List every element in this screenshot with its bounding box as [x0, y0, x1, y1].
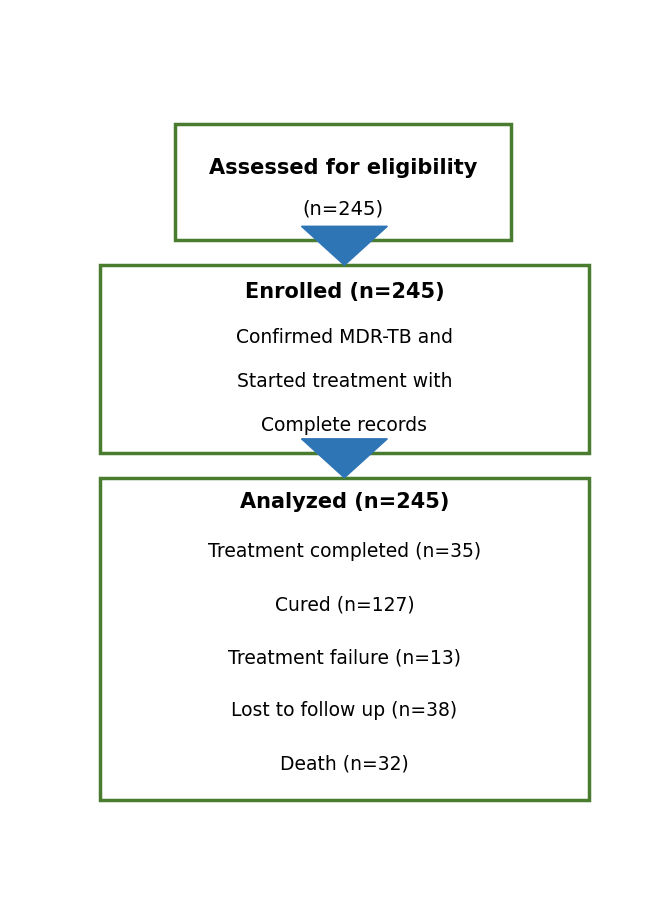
Text: Enrolled (n=245): Enrolled (n=245) [245, 281, 444, 301]
FancyBboxPatch shape [99, 478, 589, 800]
Text: Death (n=32): Death (n=32) [280, 754, 409, 773]
Polygon shape [302, 227, 387, 266]
Text: Treatment completed (n=35): Treatment completed (n=35) [208, 541, 481, 561]
Text: (n=245): (n=245) [302, 199, 384, 218]
Polygon shape [302, 439, 387, 478]
Text: Started treatment with: Started treatment with [237, 371, 452, 391]
Text: Complete records: Complete records [261, 415, 427, 434]
Text: Analyzed (n=245): Analyzed (n=245) [240, 491, 449, 511]
Text: Treatment failure (n=13): Treatment failure (n=13) [228, 647, 461, 666]
Text: Lost to follow up (n=38): Lost to follow up (n=38) [231, 700, 458, 720]
Text: Assessed for eligibility: Assessed for eligibility [209, 158, 477, 177]
Text: Confirmed MDR-TB and: Confirmed MDR-TB and [236, 328, 453, 346]
FancyBboxPatch shape [175, 124, 511, 241]
FancyBboxPatch shape [99, 266, 589, 453]
Text: Cured (n=127): Cured (n=127) [275, 595, 414, 613]
